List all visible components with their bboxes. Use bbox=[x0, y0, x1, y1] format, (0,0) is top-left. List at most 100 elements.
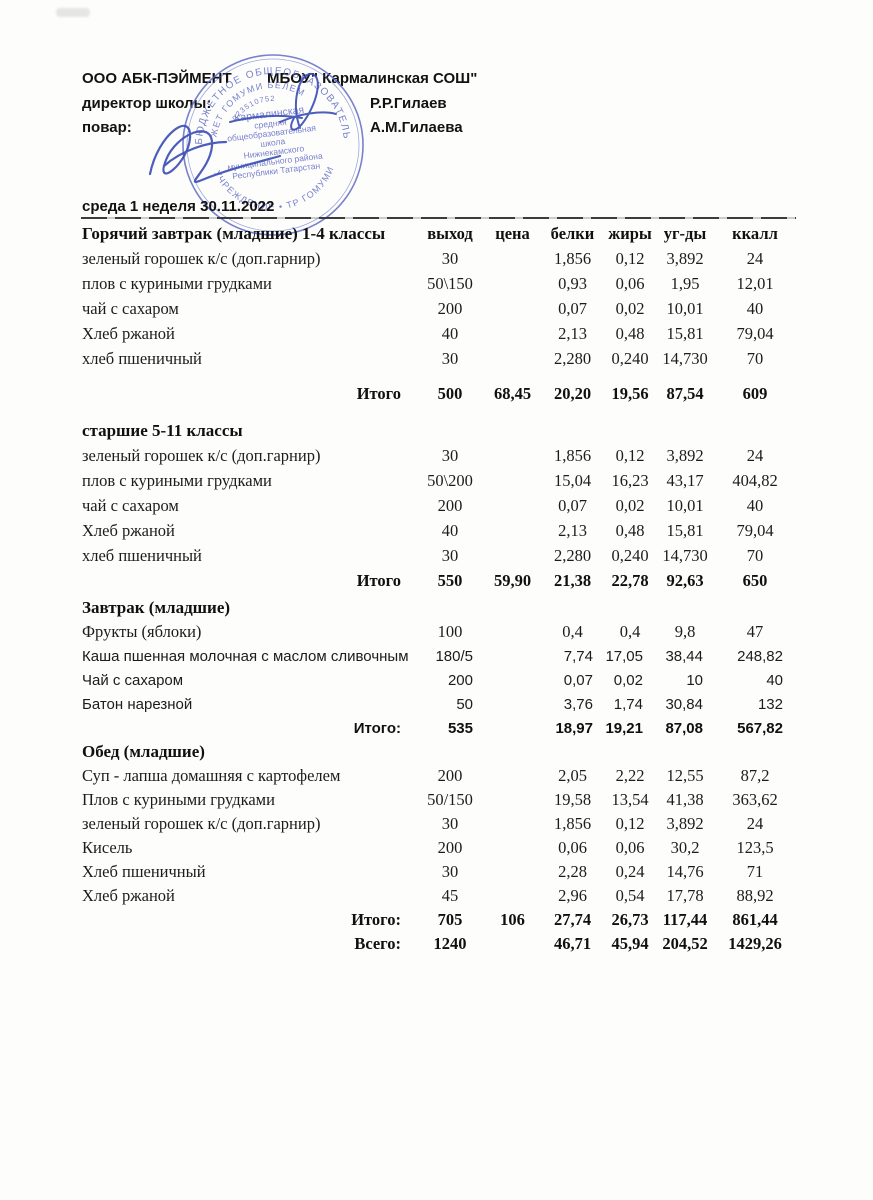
stamp-center-line: Республики Татарстан bbox=[232, 160, 321, 181]
cell-belki: 0,07 bbox=[563, 671, 593, 689]
table-row: Хлеб ржаной 40 2,13 0,48 15,81 79,04 bbox=[82, 518, 796, 543]
table-row: Хлеб ржаной 45 2,96 0,54 17,78 88,92 bbox=[82, 884, 796, 908]
cell-ugdy: 87,08 bbox=[665, 719, 703, 737]
table-row: Завтрак (младшие) bbox=[82, 596, 796, 620]
cell-zhiry: 19,56 bbox=[611, 383, 649, 403]
cell-vyhod: 550 bbox=[437, 570, 463, 590]
cell-dish-name: Каша пшенная молочная с маслом сливочным bbox=[82, 647, 409, 665]
cell-kkal: 609 bbox=[742, 383, 768, 403]
cell-zhiry: 0,06 bbox=[615, 273, 645, 293]
director-name: Р.Р.Гилаев bbox=[370, 95, 447, 112]
cell-kkal: 861,44 bbox=[732, 910, 778, 929]
stamp-center-line: Кармалинская bbox=[234, 104, 305, 124]
cell-belki: 2,13 bbox=[558, 520, 587, 540]
cell-dish-name: плов с куриными грудками bbox=[82, 470, 272, 490]
cell-kkal: 404,82 bbox=[732, 470, 778, 490]
cell-zhiry: 0,12 bbox=[615, 248, 645, 268]
cell-ugdy: 87,54 bbox=[666, 383, 704, 403]
cell-belki: 15,04 bbox=[553, 470, 592, 490]
cell-dish-name: плов с куриными грудками bbox=[82, 273, 272, 293]
cell-kkal: 40 bbox=[746, 495, 764, 515]
cell-zhiry: 45,94 bbox=[611, 934, 649, 953]
cell-zhiry: 0,54 bbox=[615, 886, 645, 905]
section-title: Обед (младшие) bbox=[82, 742, 205, 761]
cell-belki: 46,71 bbox=[553, 934, 592, 953]
cell-ugdy: 10,01 bbox=[666, 495, 704, 515]
column-header-vyhod: выход bbox=[427, 223, 473, 243]
cell-belki: 27,74 bbox=[553, 910, 592, 929]
cell-vyhod: 40 bbox=[441, 520, 459, 540]
cell-belki: 1,856 bbox=[553, 445, 592, 465]
cell-ugdy: 1,95 bbox=[670, 273, 700, 293]
cell-kkal: 24 bbox=[746, 248, 764, 268]
cell-ugdy: 3,892 bbox=[666, 445, 704, 465]
cell-belki: 2,05 bbox=[558, 766, 587, 785]
cell-belki: 1,856 bbox=[553, 248, 592, 268]
stamp-center-line: средняя bbox=[254, 117, 288, 131]
cell-vyhod: 180/5 bbox=[435, 647, 473, 665]
cell-vyhod: 30 bbox=[441, 348, 459, 368]
cell-vyhod: 200 bbox=[437, 298, 463, 318]
cell-vyhod: 705 bbox=[437, 910, 463, 929]
cell-belki: 7,74 bbox=[563, 647, 593, 665]
cell-dish-name: хлеб пшеничный bbox=[82, 545, 202, 565]
cell-zhiry: 16,23 bbox=[611, 470, 649, 490]
cell-zhiry: 19,21 bbox=[605, 719, 643, 737]
cell-kkal: 70 bbox=[746, 545, 764, 565]
cell-cena: 106 bbox=[500, 910, 525, 929]
cell-dish-name: зеленый горошек к/с (доп.гарнир) bbox=[82, 814, 321, 833]
stamp-center-line: общеобразовательная bbox=[227, 123, 317, 144]
cell-ugdy: 3,892 bbox=[666, 248, 704, 268]
table-row: хлеб пшеничный 30 2,280 0,240 14,730 70 bbox=[82, 543, 796, 568]
cell-ugdy: 10 bbox=[686, 671, 703, 689]
director-label: директор школы: bbox=[82, 95, 212, 112]
cell-dish-name: Фрукты (яблоки) bbox=[82, 622, 202, 641]
section-title: Горячий завтрак (младшие) 1-4 классы bbox=[82, 223, 386, 243]
stamp-ring-number: 023510752 bbox=[228, 93, 278, 123]
cell-ugdy: 14,76 bbox=[666, 862, 704, 881]
column-header-zhiry: жиры bbox=[608, 223, 652, 243]
table-row: Обед (младшие) bbox=[82, 740, 796, 764]
cell-belki: 18,97 bbox=[555, 719, 593, 737]
cell-kkal: 248,82 bbox=[737, 647, 783, 665]
table-row: зеленый горошек к/с (доп.гарнир) 30 1,856 0… bbox=[82, 443, 796, 468]
cell-kkal: 650 bbox=[742, 570, 768, 590]
cell-belki: 3,76 bbox=[563, 695, 593, 713]
cell-dish-name: чай с сахаром bbox=[82, 298, 179, 318]
cell-dish-name: Плов с куриными грудками bbox=[82, 790, 275, 809]
cell-vyhod: 1240 bbox=[433, 934, 467, 953]
cell-ugdy: 14,730 bbox=[662, 545, 708, 565]
cell-zhiry: 22,78 bbox=[611, 570, 649, 590]
svg-text:023510752: 023510752 bbox=[228, 93, 278, 123]
table-row: Итого: 535 18,97 19,21 87,08 567,82 bbox=[82, 716, 796, 740]
cell-vyhod: 50\200 bbox=[427, 470, 473, 490]
cell-dish-name: чай с сахаром bbox=[82, 495, 179, 515]
cell-belki: 0,07 bbox=[558, 495, 587, 515]
cell-kkal: 132 bbox=[757, 695, 783, 713]
school-name: МБОУ" Кармалинская СОШ" bbox=[267, 70, 478, 87]
cell-dish-name: хлеб пшеничный bbox=[82, 348, 202, 368]
cell-ugdy: 30,84 bbox=[665, 695, 703, 713]
cell-cena: 59,90 bbox=[493, 570, 532, 590]
signature-cook bbox=[148, 124, 282, 183]
cell-vyhod: 500 bbox=[437, 383, 463, 403]
column-header-cena: цена bbox=[495, 223, 530, 243]
cell-ugdy: 15,81 bbox=[666, 520, 704, 540]
cell-zhiry: 0,48 bbox=[615, 520, 645, 540]
table-top-rule bbox=[81, 217, 796, 219]
cell-zhiry: 0,4 bbox=[619, 622, 641, 641]
cell-ugdy: 15,81 bbox=[666, 323, 704, 343]
stamp-center-line: школа bbox=[260, 136, 286, 149]
table-row: зеленый горошек к/с (доп.гарнир) 30 1,856 0… bbox=[82, 812, 796, 836]
cell-zhiry: 17,05 bbox=[605, 647, 643, 665]
cell-dish-name: Хлеб ржаной bbox=[82, 520, 175, 540]
cell-zhiry: 0,02 bbox=[613, 671, 643, 689]
cell-belki: 0,07 bbox=[558, 298, 587, 318]
table-row: Хлеб ржаной 40 2,13 0,48 15,81 79,04 bbox=[82, 321, 796, 346]
section-title: старшие 5-11 классы bbox=[82, 420, 243, 440]
spacer bbox=[82, 406, 796, 418]
cell-ugdy: 9,8 bbox=[674, 622, 696, 641]
cell-belki: 2,13 bbox=[558, 323, 587, 343]
cell-vyhod: 30 bbox=[441, 545, 459, 565]
cell-zhiry: 0,240 bbox=[611, 348, 649, 368]
